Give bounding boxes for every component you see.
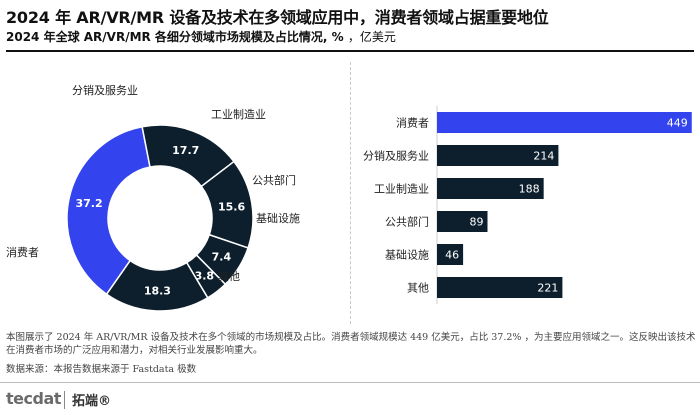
chart-note: 本图展示了 2024 年 AR/VR/MR 设备及技术在多个领域的市场规模及占比… — [6, 332, 696, 356]
bar-value-label-3: 89 — [469, 216, 483, 229]
bar-category-label-5: 其他 — [407, 282, 429, 295]
subtitle-unit: ，亿美元 — [347, 30, 396, 44]
bar-0 — [437, 112, 692, 133]
title-rule — [6, 50, 694, 52]
bar-1 — [437, 145, 559, 166]
donut-value-label-0: 37.2 — [76, 197, 103, 210]
bar-5 — [437, 277, 563, 298]
donut-value-label-5: 18.3 — [144, 284, 171, 297]
donut-category-label-3: 公共部门 — [252, 173, 296, 187]
bar-value-label-4: 46 — [445, 249, 459, 262]
bar-category-label-2: 工业制造业 — [374, 182, 429, 196]
bar-value-label-1: 214 — [533, 150, 554, 163]
bar-category-label-3: 公共部门 — [385, 215, 429, 229]
brand-logo-cn: 拓端® — [72, 394, 112, 409]
brand-separator — [64, 391, 65, 409]
donut-value-label-3: 7.4 — [212, 251, 232, 264]
donut-slice-0 — [66, 125, 151, 296]
bar-category-label-0: 消费者 — [396, 116, 429, 130]
donut-category-label-1: 分销及服务业 — [72, 83, 138, 97]
donut-category-label-4: 基础设施 — [256, 212, 300, 225]
chart-title: 2024 年 AR/VR/MR 设备及技术在多领域应用中，消费者领域占据重要地位 — [6, 8, 549, 27]
chart-subtitle: 2024 年全球 AR/VR/MR 各细分领域市场规模及占比情况, % ，亿美元 — [6, 28, 396, 45]
brand-logo-en: tecdat — [6, 389, 61, 408]
bar-category-label-1: 分销及服务业 — [363, 149, 429, 163]
donut-value-label-1: 17.7 — [172, 144, 199, 157]
bar-value-label-0: 449 — [667, 117, 688, 130]
donut-slice-5 — [105, 259, 209, 312]
donut-category-label-5: 其他 — [218, 270, 240, 283]
bar-2 — [437, 178, 544, 199]
donut-value-label-4: 3.8 — [195, 269, 215, 282]
donut-category-label-2: 工业制造业 — [211, 107, 266, 121]
footer-bar: tecdat 拓端® — [0, 382, 700, 415]
data-source: 数据来源：本报告数据来源于 Fastdata 极数 — [6, 364, 197, 375]
subtitle-text: 2024 年全球 AR/VR/MR 各细分领域市场规模及占比情况, % — [6, 30, 348, 44]
bar-3 — [437, 211, 488, 232]
donut-value-label-2: 15.6 — [218, 200, 245, 213]
bar-category-label-4: 基础设施 — [385, 249, 429, 262]
donut-category-label-0: 消费者 — [6, 245, 39, 259]
bar-value-label-5: 221 — [537, 282, 558, 295]
panel-divider — [350, 62, 351, 324]
bar-4 — [437, 244, 464, 265]
bar-value-label-2: 188 — [519, 183, 540, 196]
